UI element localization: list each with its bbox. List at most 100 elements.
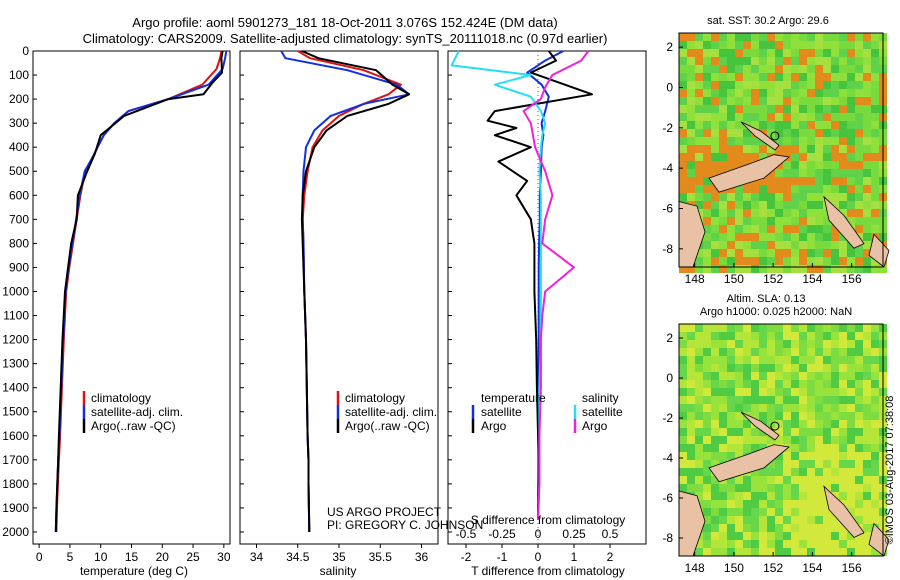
map-cell <box>735 492 743 500</box>
map-cell <box>831 105 839 113</box>
map-cell <box>831 396 839 404</box>
map-cell <box>743 193 751 201</box>
map-cell <box>775 193 783 201</box>
map-cell <box>767 492 775 500</box>
map-cell <box>815 508 823 516</box>
map-cell <box>871 105 879 113</box>
map-cell <box>695 404 703 412</box>
map-cell <box>775 249 783 257</box>
map-cell <box>719 129 727 137</box>
series-line-climatology <box>55 50 223 533</box>
map-cell <box>735 436 743 444</box>
series-line-argo <box>54 50 224 533</box>
map-cell <box>831 412 839 420</box>
map-cell <box>871 121 879 129</box>
map-cell <box>703 137 711 145</box>
legend-argo-label: Argo(..raw -QC) <box>345 419 430 433</box>
map-cell <box>751 81 759 89</box>
depth-tick-label: 1400 <box>2 381 29 395</box>
map-cell <box>871 500 879 508</box>
map-cell <box>839 476 847 484</box>
map-cell <box>815 364 823 372</box>
map-cell <box>775 340 783 348</box>
land-solomon-islands <box>823 485 865 538</box>
map-cell <box>743 388 751 396</box>
map-cell <box>807 444 815 452</box>
map-cell <box>751 444 759 452</box>
series-line-satellite-adj-clim- <box>54 50 228 533</box>
map-cell <box>759 540 767 548</box>
map-cell <box>839 332 847 340</box>
map-cell <box>759 233 767 241</box>
map-cell <box>807 153 815 161</box>
map-cell <box>687 57 695 65</box>
map-cell <box>727 524 735 532</box>
map-cell <box>703 476 711 484</box>
map-cell <box>703 209 711 217</box>
map-cell <box>711 404 719 412</box>
map-cell <box>831 233 839 241</box>
map-cell <box>823 468 831 476</box>
map-cell <box>791 57 799 65</box>
map-x-tick-label: 156 <box>842 272 862 286</box>
map-cell <box>775 476 783 484</box>
map-cell <box>783 484 791 492</box>
map-cell <box>711 185 719 193</box>
map-cell <box>679 265 687 273</box>
map-cell <box>783 332 791 340</box>
depth-tick-label: 2000 <box>2 525 29 539</box>
map-cell <box>743 265 751 273</box>
map-cell <box>759 57 767 65</box>
map-cell <box>735 380 743 388</box>
map-cell <box>863 396 871 404</box>
map-cell <box>687 65 695 73</box>
map-cell <box>751 49 759 57</box>
map-cell <box>807 217 815 225</box>
map-cell <box>831 356 839 364</box>
map-cell <box>871 73 879 81</box>
map-cell <box>807 241 815 249</box>
map-cell <box>839 177 847 185</box>
map-cell <box>831 65 839 73</box>
map-cell <box>727 364 735 372</box>
map-cell <box>775 65 783 73</box>
map-cell <box>711 476 719 484</box>
map-cell <box>815 129 823 137</box>
map-cell <box>743 516 751 524</box>
map-cell <box>767 129 775 137</box>
argo-position-marker <box>770 421 780 431</box>
map-cell <box>815 524 823 532</box>
x-tick-label: 0 <box>535 550 542 564</box>
map-cell <box>759 33 767 41</box>
map-cell <box>767 201 775 209</box>
map-cell <box>679 340 687 348</box>
map-cell <box>783 380 791 388</box>
map-cell <box>815 265 823 273</box>
map-cell <box>807 137 815 145</box>
map-cell <box>823 129 831 137</box>
map-cell <box>863 356 871 364</box>
map-cell <box>815 540 823 548</box>
map-cell <box>871 396 879 404</box>
map-cell <box>783 388 791 396</box>
x-tick-label: 36 <box>415 550 429 564</box>
map-cell <box>839 121 847 129</box>
map-cell <box>783 428 791 436</box>
map-cell <box>727 185 735 193</box>
map-cell <box>751 508 759 516</box>
map-cell <box>791 444 799 452</box>
map-cell <box>767 516 775 524</box>
map-cell <box>751 436 759 444</box>
map-cell <box>711 444 719 452</box>
map-cell <box>703 532 711 540</box>
map-cell <box>719 257 727 265</box>
land-islands <box>868 522 890 557</box>
map-cell <box>831 540 839 548</box>
map-cell <box>815 41 823 49</box>
map-cell <box>719 33 727 41</box>
map-cell <box>679 33 687 41</box>
map-cell <box>687 428 695 436</box>
credit-project: US ARGO PROJECT <box>327 505 442 519</box>
map-cell <box>831 73 839 81</box>
map-cell <box>815 396 823 404</box>
